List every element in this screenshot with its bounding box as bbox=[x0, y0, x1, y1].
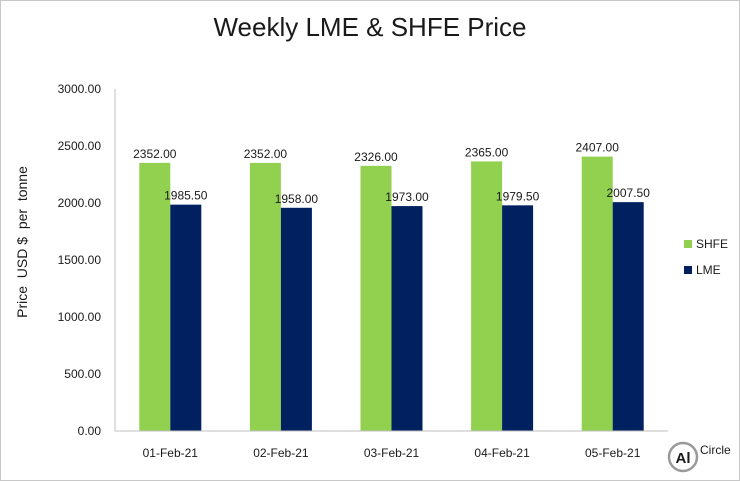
svg-text:Circle: Circle bbox=[700, 443, 731, 457]
x-tick-label: 03-Feb-21 bbox=[364, 446, 420, 460]
y-tick-label: 500.00 bbox=[64, 367, 101, 381]
bar-shfe bbox=[139, 162, 171, 431]
data-label: 2326.00 bbox=[354, 150, 398, 164]
bar-lme bbox=[170, 204, 202, 431]
bar-lme bbox=[612, 202, 644, 431]
data-label: 2407.00 bbox=[576, 141, 620, 155]
y-tick-label: 2000.00 bbox=[58, 196, 102, 210]
x-tick-label: 05-Feb-21 bbox=[585, 446, 641, 460]
data-label: 2007.50 bbox=[607, 186, 651, 200]
x-tick-label: 02-Feb-21 bbox=[253, 446, 309, 460]
chart-title: Weekly LME & SHFE Price bbox=[213, 12, 527, 42]
y-tick-label: 2500.00 bbox=[58, 139, 102, 153]
y-tick-label: 1000.00 bbox=[58, 310, 102, 324]
data-label: 2365.00 bbox=[465, 145, 509, 159]
bar-lme bbox=[391, 206, 423, 431]
data-label: 1985.50 bbox=[164, 189, 208, 203]
x-tick-label: 04-Feb-21 bbox=[474, 446, 530, 460]
x-tick-label: 01-Feb-21 bbox=[143, 446, 199, 460]
data-label: 2352.00 bbox=[133, 147, 177, 161]
legend-swatch bbox=[684, 266, 692, 274]
legend-label: LME bbox=[696, 263, 721, 277]
svg-text:Al: Al bbox=[676, 450, 691, 467]
data-label: 1973.00 bbox=[385, 190, 429, 204]
data-label: 2352.00 bbox=[244, 147, 288, 161]
y-tick-label: 3000.00 bbox=[58, 82, 102, 96]
bar-shfe bbox=[249, 162, 281, 431]
legend-swatch bbox=[684, 240, 692, 248]
data-label: 1958.00 bbox=[275, 192, 319, 206]
alcircle-logo: Al Circle bbox=[667, 441, 731, 473]
y-tick-label: 0.00 bbox=[78, 424, 102, 438]
y-tick-label: 1500.00 bbox=[58, 253, 102, 267]
bar-shfe bbox=[581, 156, 613, 432]
bar-lme bbox=[280, 207, 312, 431]
bar-shfe bbox=[360, 165, 392, 431]
bar-shfe bbox=[471, 161, 503, 431]
data-label: 1979.50 bbox=[496, 189, 540, 203]
bar-lme bbox=[502, 205, 534, 431]
legend-label: SHFE bbox=[696, 237, 728, 251]
